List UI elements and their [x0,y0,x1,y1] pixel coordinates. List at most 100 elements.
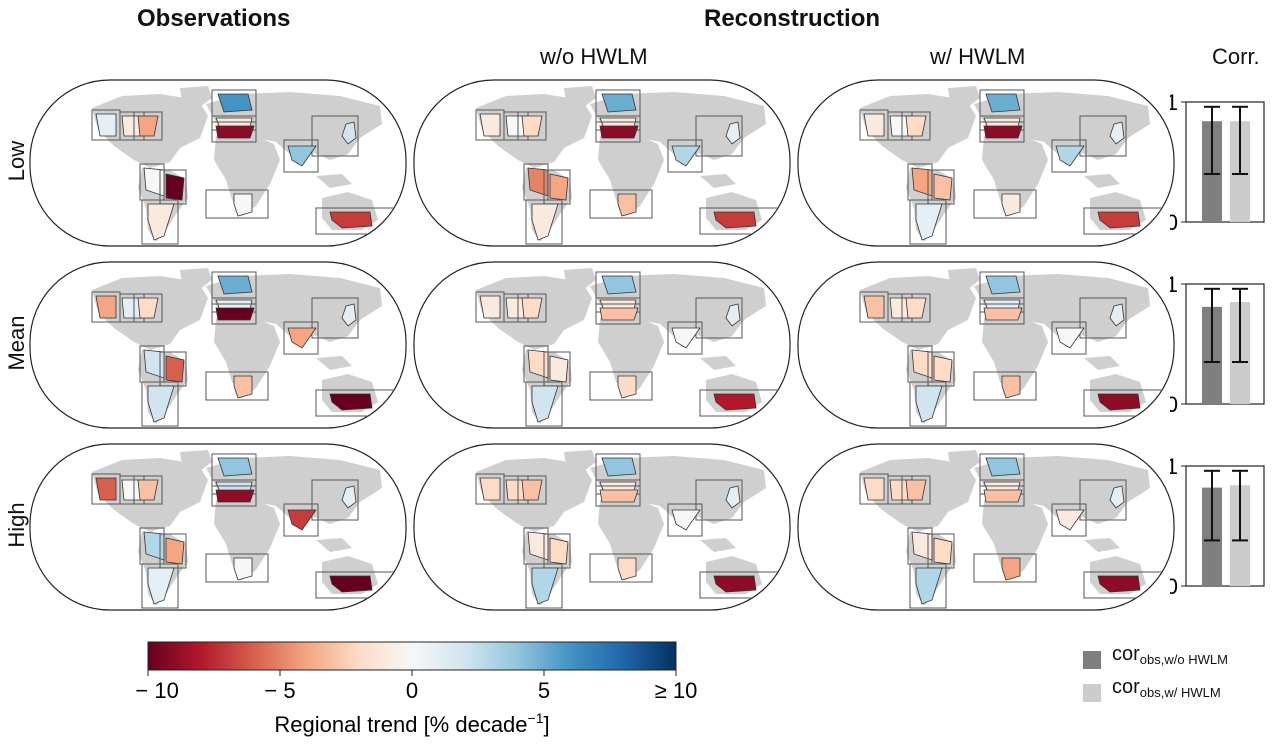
region-box-eastern-north-america [901,293,931,323]
region-northern-europe [217,93,253,113]
colorbar-tick-label: ≥ 10 [655,678,698,703]
colorbar-tick-label: ≤ − 10 [130,678,179,703]
region-western-north-america [863,295,885,319]
map-panel-r2-c1 [29,261,407,429]
legend-swatch-without-hwlm [1083,651,1101,669]
region-east-asia [341,485,357,509]
region-eastern-north-america [137,115,159,137]
region-southern-africa [617,557,637,581]
land-greenland [948,86,980,110]
region-southern-africa [1001,193,1021,217]
region-box-mediterranean [595,303,641,325]
region-box-mediterranean [211,303,257,325]
colorbar: ≤ − 10 − 5 0 5 ≥ 10 Regional trend [% decade… [130,641,698,737]
region-western-north-america [95,295,117,319]
region-south-america-south [531,385,559,423]
colorbar-tick-label: 5 [538,678,550,703]
region-southern-africa [617,375,637,399]
region-south-america-east [165,537,185,565]
region-mediterranean [599,125,639,139]
reconstruction-header: Reconstruction [704,5,881,32]
region-east-asia [725,485,741,509]
map-panel-r3-c1 [29,443,407,611]
y-tick-label: 1 [1170,90,1178,115]
region-box-mediterranean [595,121,641,143]
region-northern-europe [217,275,253,295]
land-indonesia [316,538,352,552]
region-box-west-asia [667,139,703,173]
region-australia-region [1097,211,1141,229]
land-africa [982,316,1048,398]
region-australia-region [713,575,757,593]
region-south-america-south [531,567,559,605]
region-box-mediterranean [979,303,1025,325]
land-africa [598,134,664,216]
region-west-asia [287,145,317,167]
region-box-mediterranean [979,121,1025,143]
region-box-southern-africa [205,189,269,219]
region-box-east-asia [695,115,743,157]
land-greenland [564,86,596,110]
region-northern-europe [985,275,1021,295]
region-box-west-asia [283,139,319,173]
region-box-east-asia [311,297,359,339]
region-south-america-east [933,173,953,201]
region-south-america-north [911,349,933,379]
region-west-asia [671,145,701,167]
region-south-america-east [549,355,569,383]
map-panel-r3-c2 [413,443,791,611]
region-south-america-north [143,531,165,561]
colorbar-tick-label: − 5 [264,678,295,703]
region-mediterranean [215,489,255,503]
region-box-southern-africa [205,553,269,583]
region-southern-africa [1001,557,1021,581]
land-indonesia [700,538,736,552]
region-east-asia [1109,485,1125,509]
region-western-north-america [863,113,885,137]
region-box-eastern-north-america [517,293,547,323]
region-west-asia [1055,509,1085,531]
corr-frame [1185,283,1265,405]
region-box-west-asia [667,503,703,537]
region-eastern-north-america [137,297,159,319]
region-box-east-asia [311,115,359,157]
y-tick-label: 1 [1170,454,1178,479]
region-box-west-asia [1051,321,1087,355]
land-africa [214,316,280,398]
region-northern-europe [985,93,1021,113]
region-australia-region [329,393,373,411]
region-box-mediterranean [979,485,1025,507]
region-east-asia [1109,303,1125,327]
region-australia-region [1097,575,1141,593]
region-box-south-america-south [525,381,563,427]
region-west-asia [287,327,317,349]
region-box-eastern-north-america [133,475,163,505]
region-mediterranean [599,489,639,503]
region-south-america-north [911,167,933,197]
region-box-southern-africa [205,371,269,401]
region-box-south-america-south [909,563,947,609]
map-panel-r1-c2 [413,79,791,247]
region-south-america-east [549,537,569,565]
region-australia-region [329,575,373,593]
region-box-southern-africa [973,553,1037,583]
land-africa [598,498,664,580]
region-south-america-north [143,349,165,379]
region-box-eastern-north-america [517,475,547,505]
region-northern-europe [217,457,253,477]
colorbar-label: Regional trend [% decade−1] [274,710,549,737]
region-box-south-america-south [141,381,179,427]
land-indonesia [316,174,352,188]
region-south-america-east [549,173,569,201]
region-eastern-north-america [905,479,927,501]
region-mediterranean [215,125,255,139]
region-east-asia [341,121,357,145]
y-tick-label: 0 [1170,210,1178,235]
region-box-south-america-south [141,563,179,609]
region-box-east-asia [695,479,743,521]
region-east-asia [725,121,741,145]
region-box-eastern-north-america [133,111,163,141]
region-box-south-america-south [909,381,947,427]
corr-panel-high: 01 [1170,454,1265,599]
